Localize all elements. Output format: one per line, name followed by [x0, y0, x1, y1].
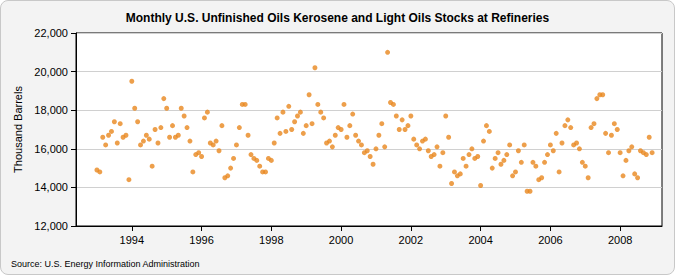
- svg-text:18,000: 18,000: [34, 104, 68, 116]
- svg-text:Monthly U.S. Unfinished Oils K: Monthly U.S. Unfinished Oils Kerosene an…: [126, 11, 550, 25]
- svg-text:2000: 2000: [329, 234, 353, 246]
- svg-text:2006: 2006: [538, 234, 562, 246]
- svg-text:1996: 1996: [189, 234, 213, 246]
- svg-text:2002: 2002: [399, 234, 423, 246]
- svg-text:1994: 1994: [120, 234, 144, 246]
- svg-text:1998: 1998: [259, 234, 283, 246]
- svg-text:2004: 2004: [468, 234, 492, 246]
- svg-text:16,000: 16,000: [34, 143, 68, 155]
- svg-text:Source: U.S. Energy Informatio: Source: U.S. Energy Information Administ…: [11, 259, 200, 269]
- svg-text:2008: 2008: [608, 234, 632, 246]
- svg-text:14,000: 14,000: [34, 181, 68, 193]
- svg-text:Thousand Barrels: Thousand Barrels: [12, 86, 24, 173]
- svg-text:12,000: 12,000: [34, 220, 68, 232]
- svg-text:22,000: 22,000: [34, 27, 68, 39]
- svg-text:20,000: 20,000: [34, 66, 68, 78]
